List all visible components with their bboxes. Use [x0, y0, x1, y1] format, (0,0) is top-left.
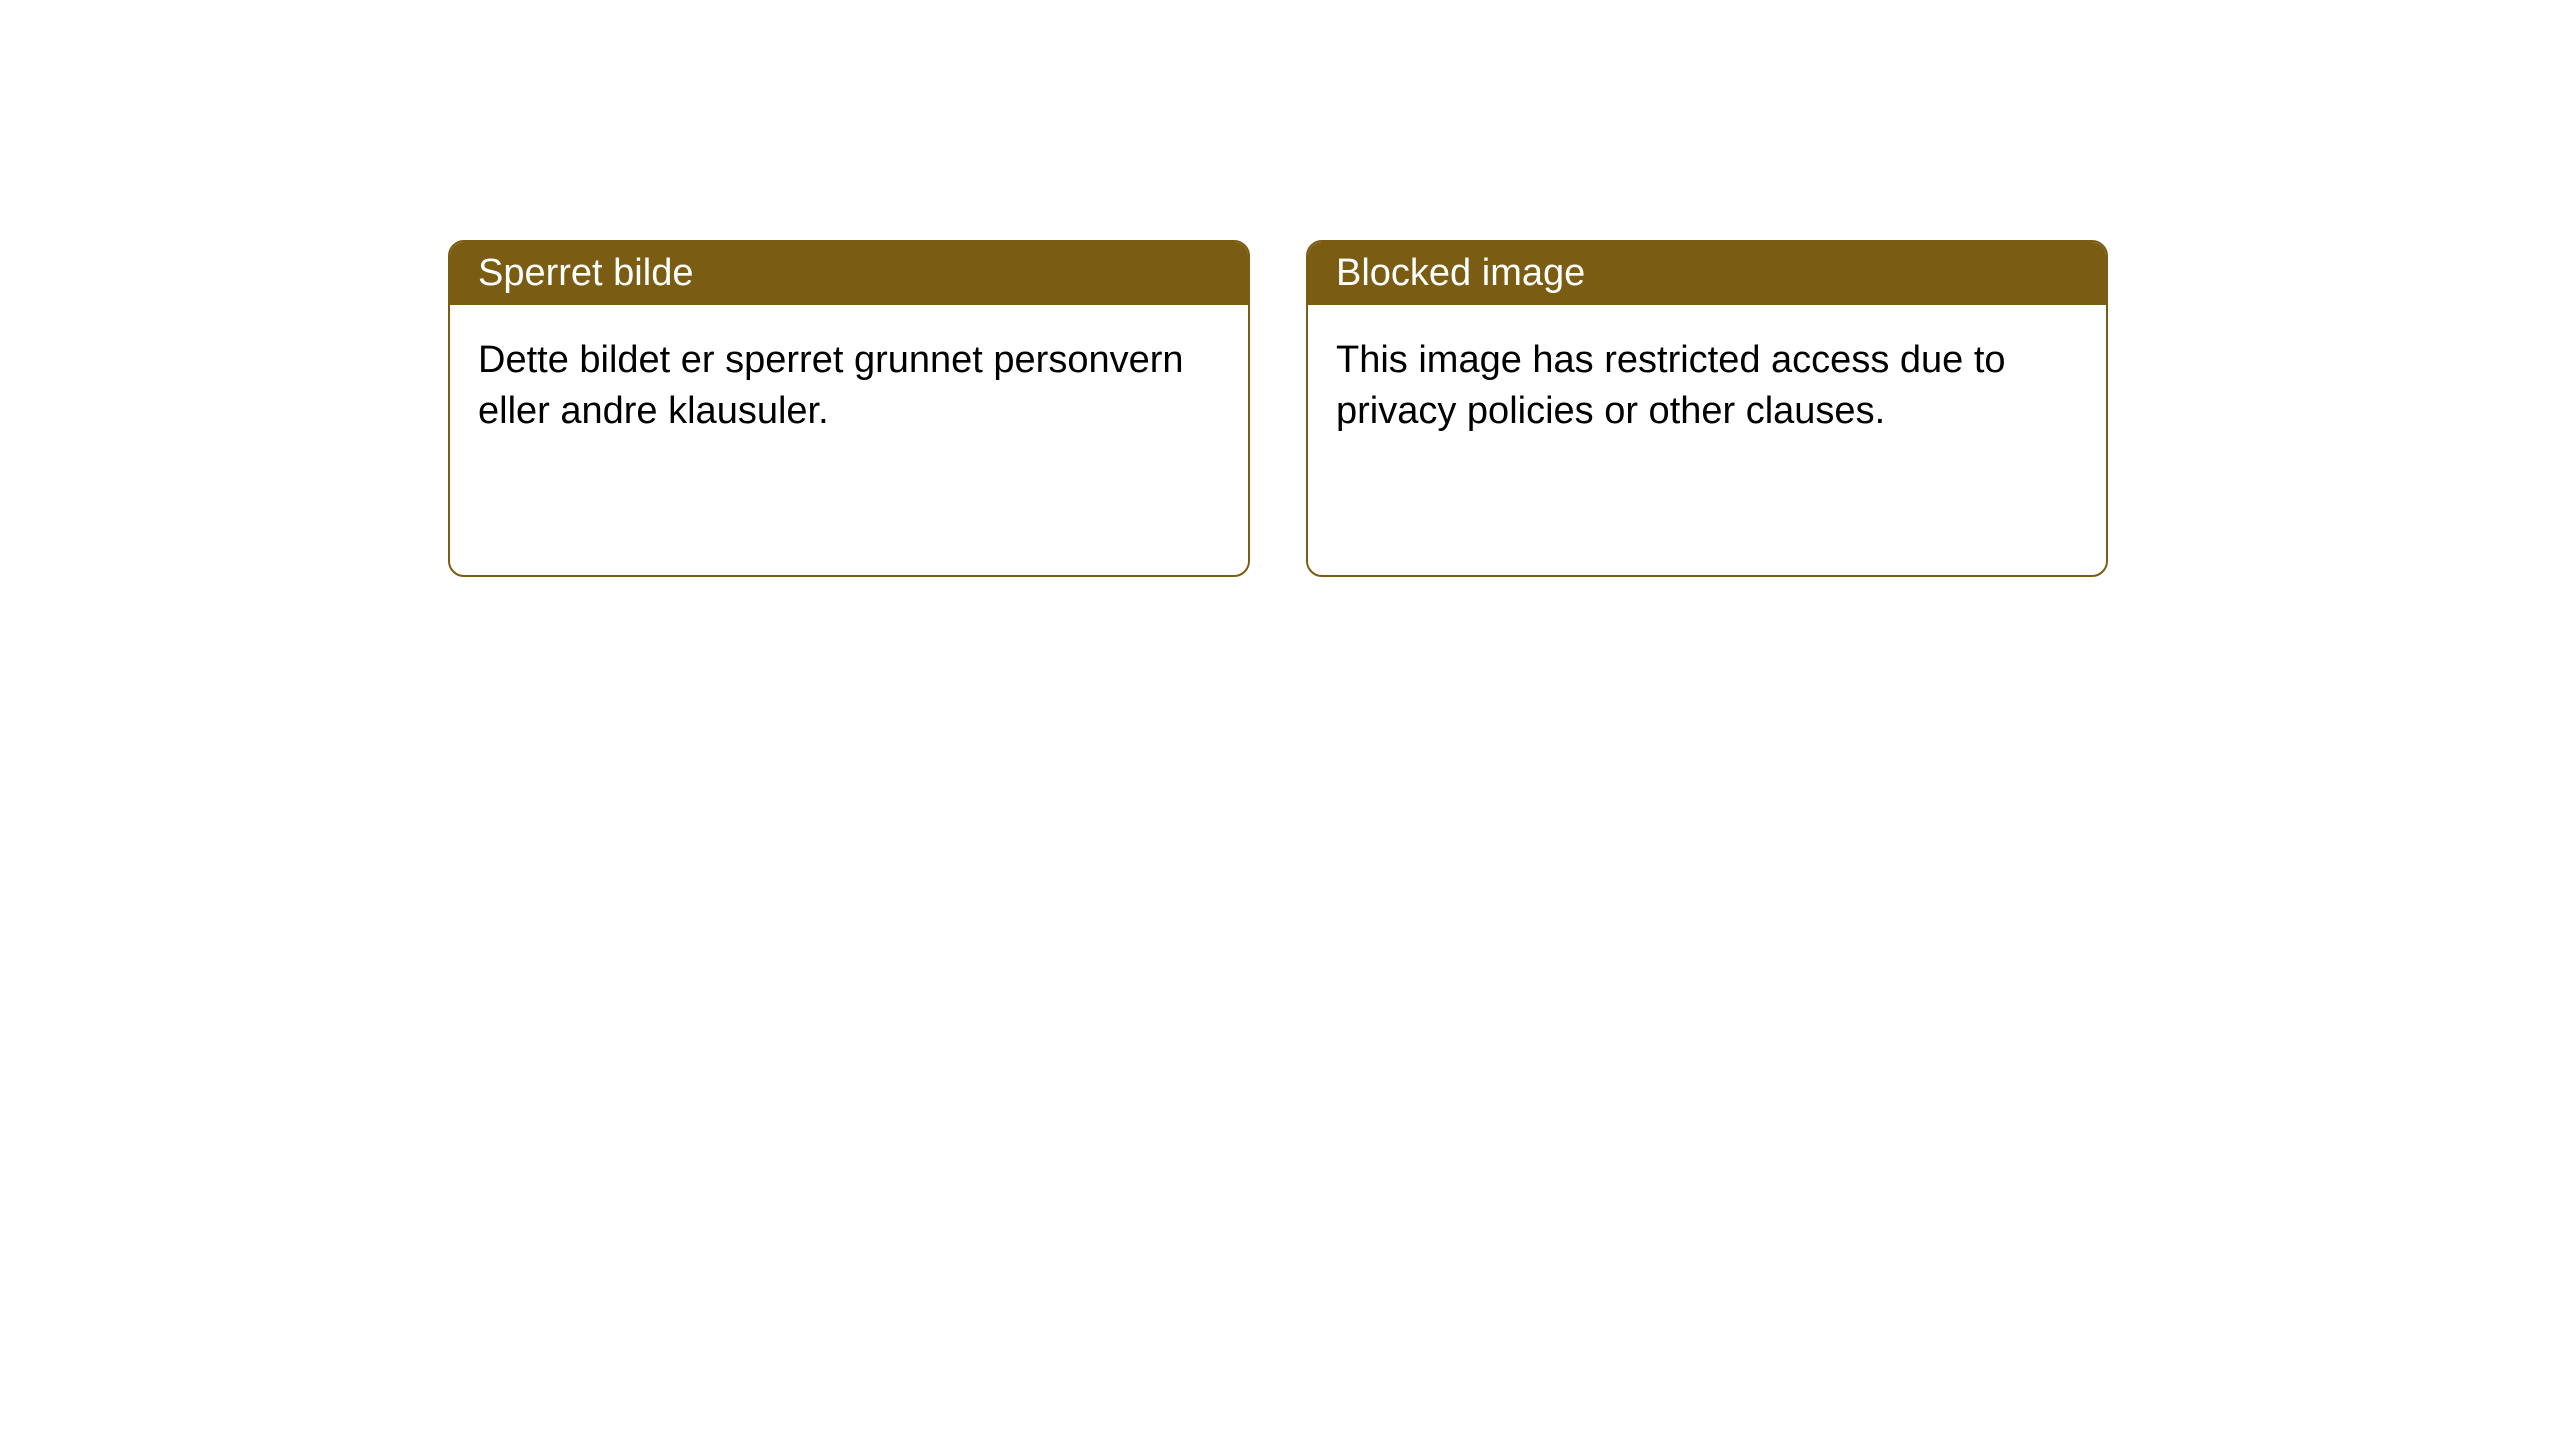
notice-card-norwegian: Sperret bilde Dette bildet er sperret gr… [448, 240, 1250, 577]
notice-body: This image has restricted access due to … [1308, 305, 2106, 575]
notice-container: Sperret bilde Dette bildet er sperret gr… [0, 0, 2560, 577]
notice-title: Blocked image [1308, 242, 2106, 305]
notice-card-english: Blocked image This image has restricted … [1306, 240, 2108, 577]
notice-body: Dette bildet er sperret grunnet personve… [450, 305, 1248, 575]
notice-title: Sperret bilde [450, 242, 1248, 305]
